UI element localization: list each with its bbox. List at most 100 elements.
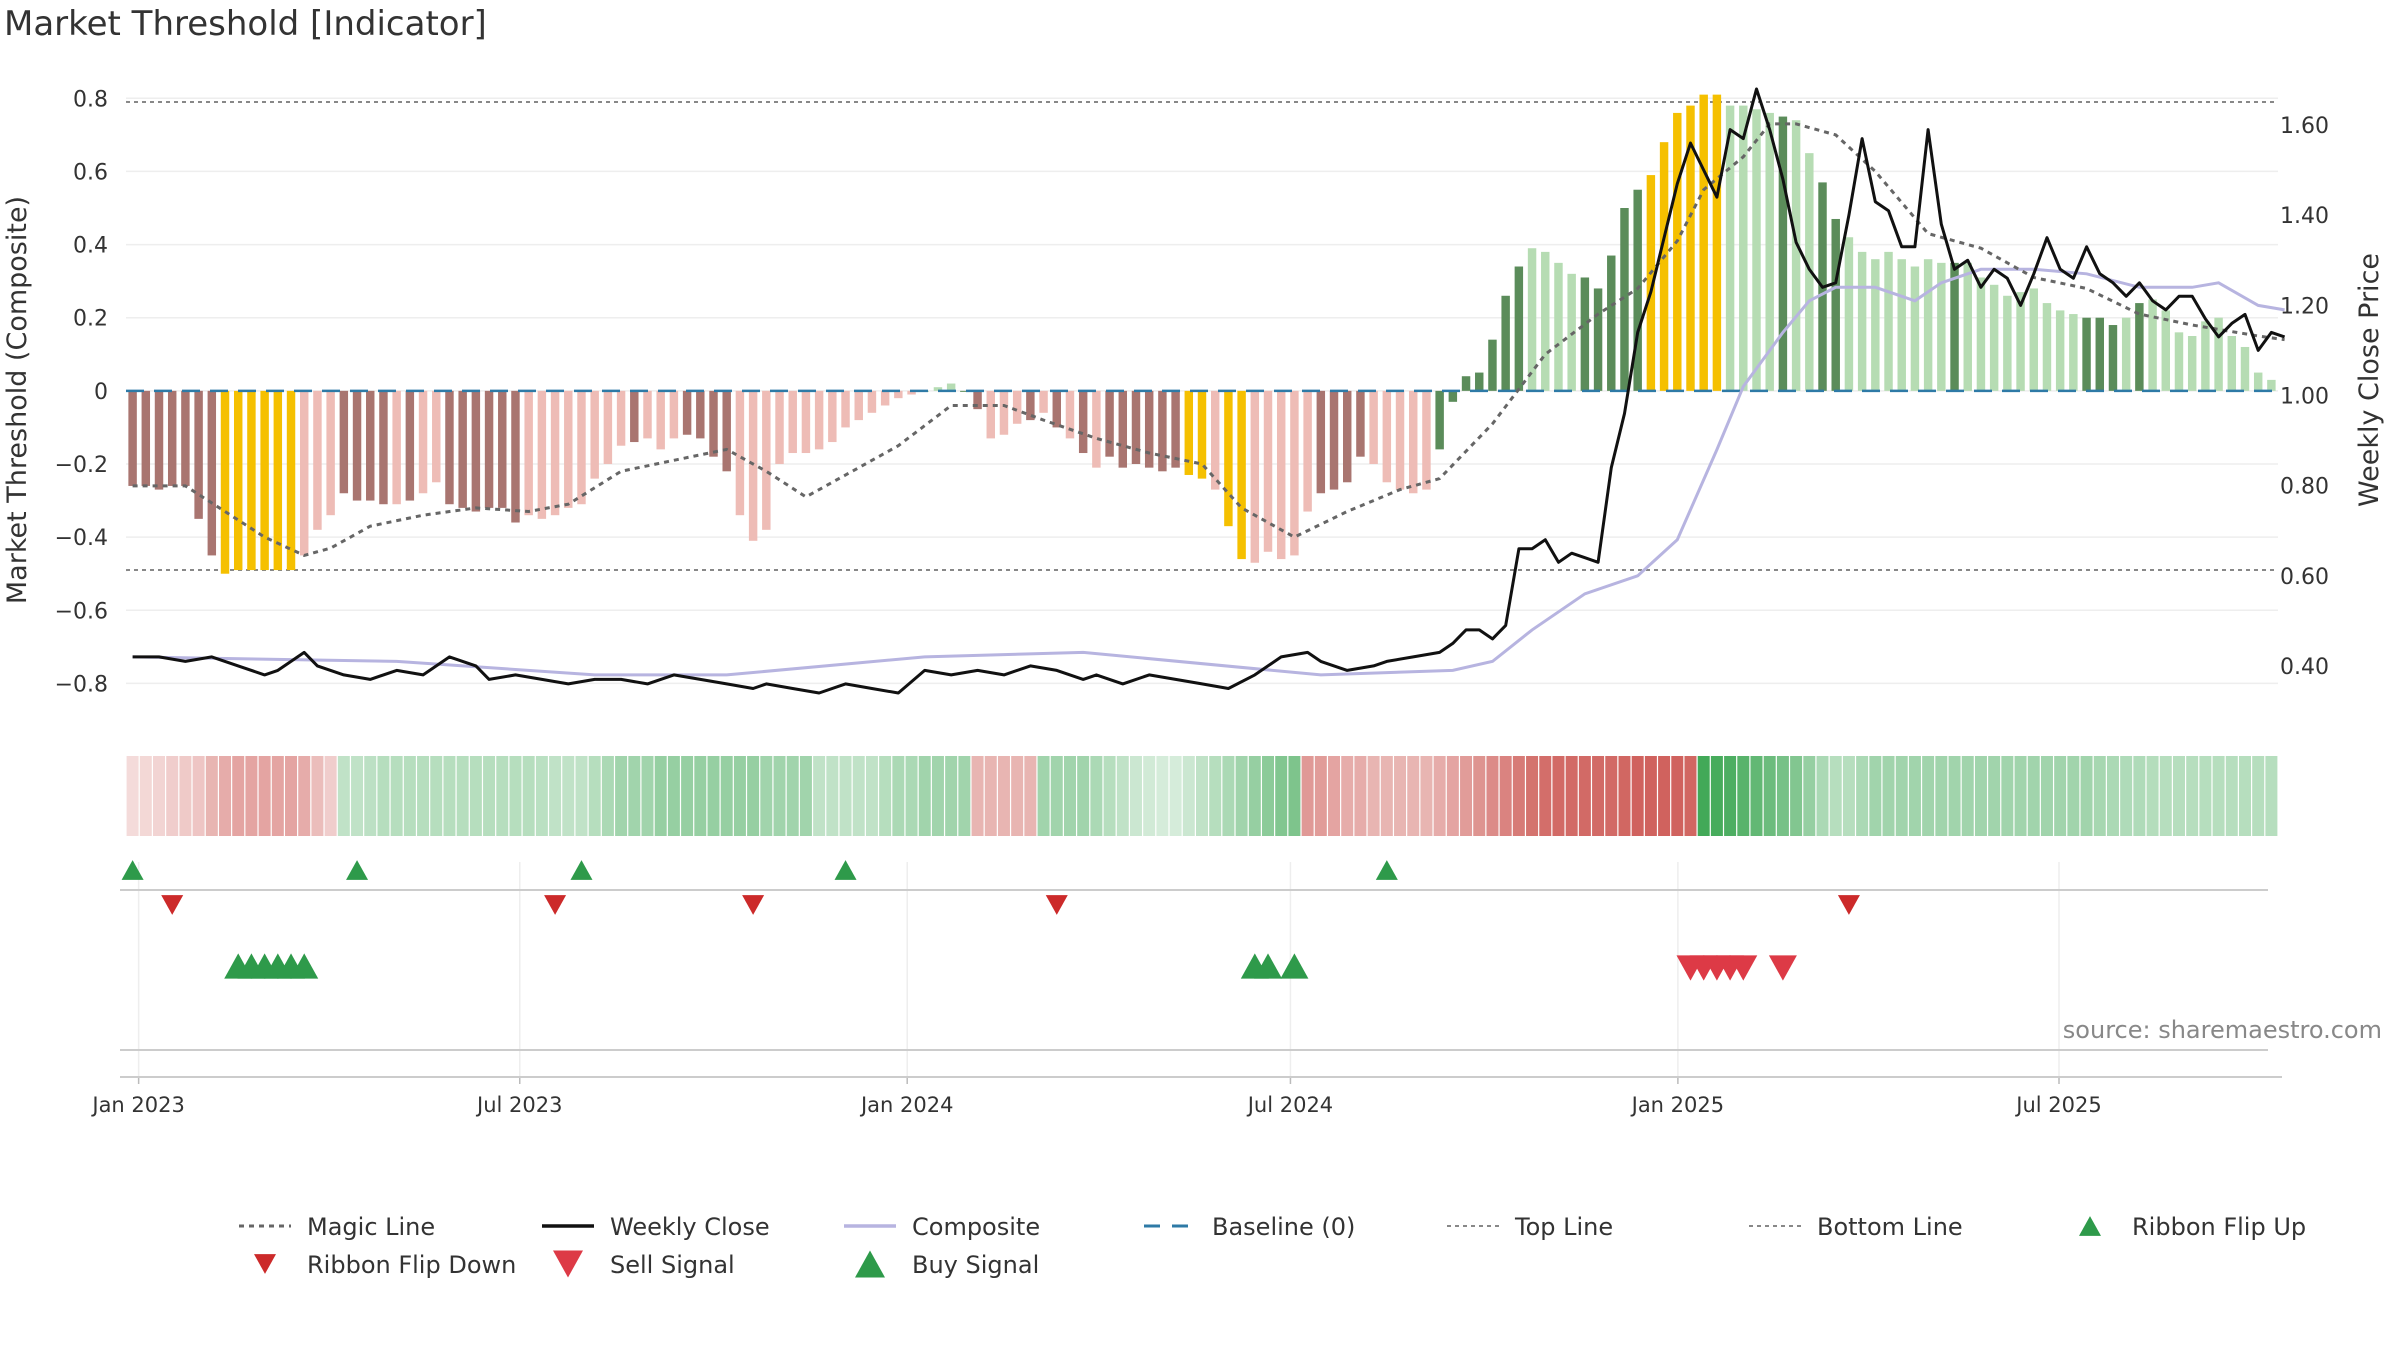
ribbon-cell [509,756,522,836]
ribbon-cell [126,756,139,836]
ribbon-cell [2186,756,2199,836]
histogram-bar [1303,390,1312,512]
ribbon-cell [1618,756,1631,836]
histogram-bar [1475,372,1484,391]
ribbon-cell [1314,756,1327,836]
histogram-bar [630,390,639,443]
ribbon-flip-down-marker [742,895,765,915]
ribbon-flip-up-marker [346,860,369,880]
ribbon-cell [1684,756,1697,836]
histogram-bar [814,390,824,450]
ribbon-cell [298,756,311,836]
histogram-bar [1805,153,1814,391]
histogram-bar [313,390,322,530]
ribbon-cell [1063,756,1076,836]
histogram-bar [682,390,692,435]
histogram-bar [762,390,771,530]
ribbon-cell [667,756,680,836]
buy-signal-marker [290,953,319,979]
ribbon-cell [1473,756,1486,836]
legend-item: Magic Line [239,1213,435,1241]
ribbon-cell [1763,756,1776,836]
ribbon-cell [852,756,865,836]
ribbon-flip-down-marker [544,895,567,915]
histogram-bar [1541,251,1550,391]
ribbon-cell [390,756,403,836]
histogram-bar [894,390,903,399]
histogram-bar [154,390,164,490]
ribbon-cell [271,756,284,836]
ribbon-cell [1776,756,1789,836]
histogram-bar [1237,390,1246,560]
ribbon-cell [1288,756,1301,836]
ribbon-cell [1724,756,1737,836]
histogram-bar [167,390,177,486]
ribbon-cell [403,756,416,836]
histogram-bar [709,390,718,457]
ribbon-cell [1235,756,1248,836]
histogram-bar [748,390,758,541]
ribbon-cell [601,756,614,836]
ribbon-cell [1143,756,1156,836]
sell-signal-marker [1729,955,1758,981]
histogram-bar [722,390,731,472]
ribbon-cell [2133,756,2146,836]
histogram-bar [1316,390,1326,494]
histogram-bar [1844,237,1854,391]
legend-item: Weekly Close [542,1213,770,1241]
ribbon-cell [562,756,575,836]
y2-tick-label: 1.40 [2280,204,2329,229]
histogram-bar [867,390,877,413]
histogram-bar [1276,390,1286,560]
histogram-bar [2095,317,2104,391]
histogram-bar [1593,288,1603,391]
histogram-bars [128,94,2276,574]
buy-signal-marker [1254,953,1283,979]
histogram-bar [1739,105,1748,391]
grid-lines [126,97,2278,1080]
histogram-bar [2108,325,2118,391]
histogram-bar [1752,109,1761,391]
histogram-bar [300,390,309,556]
histogram-bar [181,390,190,486]
ribbon-cell [1869,756,1882,836]
histogram-bar [1250,390,1260,563]
ribbon-cell [324,756,337,836]
histogram-bar [445,390,454,505]
ribbon-cell [2159,756,2172,836]
ribbon-flip-down-marker [1837,895,1860,915]
ribbon-cell [219,756,232,836]
ribbon-cell [1182,756,1195,836]
histogram-bar [1039,390,1048,413]
histogram-bar [207,390,217,556]
histogram-bar [484,390,494,508]
ribbon-cell [1486,756,1499,836]
ribbon-cell [2093,756,2106,836]
histogram-bar [1514,266,1524,391]
legend-item: Buy Signal [855,1250,1039,1279]
ribbon-cell [1552,756,1565,836]
ribbon-cell [694,756,707,836]
ribbon-cell [2080,756,2093,836]
histogram-bar [2240,346,2250,391]
y-tick-label: −0.6 [55,599,108,624]
histogram-bar [2082,317,2091,391]
ribbon-cell [813,756,826,836]
ribbon-flip-down-marker [161,895,184,915]
ribbon-cell [1578,756,1591,836]
ribbon-cell [1974,756,1987,836]
x-tick-label: Jul 2024 [1246,1093,1333,1117]
ribbon-cell [1209,756,1222,836]
ribbon-cell [918,756,931,836]
histogram-bar [1197,390,1207,479]
histogram-bar [260,390,269,571]
ribbon-cell [1816,756,1829,836]
histogram-bar [524,390,533,516]
ribbon-cell [1116,756,1129,836]
ribbon-cell [1129,756,1142,836]
ribbon-cell [879,756,892,836]
ribbon-cell [905,756,918,836]
ribbon-cell [1248,756,1261,836]
histogram-bar [1290,390,1299,556]
legend-swatch [254,1254,276,1274]
